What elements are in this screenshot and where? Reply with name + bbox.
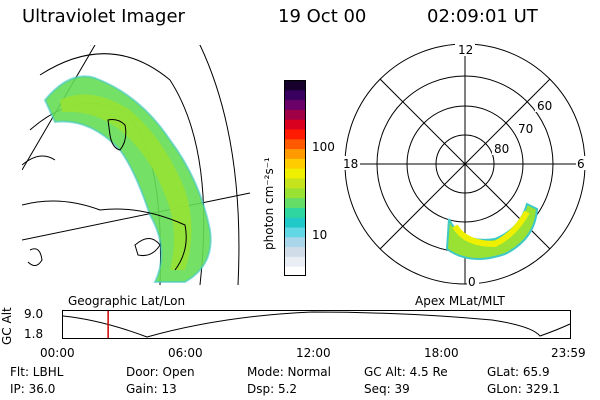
timeline-y-top: 9.0 (24, 307, 44, 321)
timeline-tick-2: 12:00 (296, 346, 331, 360)
mlt-12-label: 12 (458, 43, 473, 57)
colorbar-swatch (284, 99, 306, 110)
longitude-line (22, 192, 251, 241)
coastline (134, 238, 161, 256)
timeline-tick-4: 23:59 (551, 346, 586, 360)
geographic-map (22, 45, 251, 285)
info-flt: Flt: LBHL (10, 365, 64, 379)
date-label: 19 Oct 00 (278, 6, 367, 27)
colorbar-swatch (284, 158, 306, 169)
timeline-y-title: GC Alt (0, 307, 14, 345)
colorbar-swatch (284, 236, 306, 248)
colorbar-swatch (284, 129, 306, 140)
colorbar-swatch (284, 187, 306, 199)
polar-map: 12 18 6 0 60 70 80 (340, 42, 588, 287)
colorbar-frame (284, 80, 306, 276)
info-mode: Mode: Normal (247, 365, 331, 379)
geographic-label: Geographic Lat/Lon (68, 294, 186, 308)
mlt-18-label: 18 (343, 157, 358, 171)
polar-emission-core (452, 210, 530, 248)
colorbar-swatch (284, 207, 306, 218)
auroral-edge (43, 75, 212, 283)
altitude-curve (62, 311, 571, 338)
colorbar-swatch (284, 119, 306, 130)
instrument-title: Ultraviolet Imager (22, 6, 185, 27)
colorbar-unit-label: photon cm⁻²s⁻¹ (262, 157, 276, 250)
colorbar-swatch (284, 138, 306, 150)
info-seq: Seq: 39 (364, 382, 410, 396)
colorbar-swatch (284, 217, 306, 228)
timeline-tick-3: 18:00 (424, 346, 459, 360)
timeline-tick-0: 00:00 (40, 346, 75, 360)
coastline (22, 200, 187, 271)
colorbar-swatch (284, 197, 306, 208)
info-dsp: Dsp: 5.2 (247, 382, 298, 396)
colorbar-swatch (284, 89, 306, 101)
timeline-frame (62, 310, 571, 339)
coastline (27, 248, 43, 266)
colorbar-swatch (284, 178, 306, 189)
colorbar-swatch (284, 109, 306, 120)
colorbar-swatch (284, 227, 306, 238)
timeline-tick-1: 06:00 (168, 346, 203, 360)
colorbar-swatch (284, 246, 306, 257)
timeline-y-bottom: 1.8 (24, 327, 44, 341)
lat-70-label: 70 (518, 122, 533, 136)
colorbar-swatch (284, 168, 306, 179)
info-door: Door: Open (126, 365, 195, 379)
colorbar-tick-100: 100 (312, 140, 335, 154)
lat-60-label: 60 (537, 99, 552, 113)
colorbar-swatch (284, 266, 306, 276)
coastline (107, 119, 127, 151)
apex-label: Apex MLat/MLT (415, 294, 505, 308)
colorbar-swatch (284, 256, 306, 267)
colorbar-tick-10: 10 (312, 228, 328, 242)
info-gain: Gain: 13 (126, 382, 177, 396)
mlt-0-label: 0 (468, 275, 476, 287)
lat-80-label: 80 (494, 142, 509, 156)
altitude-timeline (62, 310, 571, 339)
auroral-emission (45, 76, 211, 282)
info-gc-alt: GC Alt: 4.5 Re (364, 365, 448, 379)
colorbar-swatch (284, 80, 306, 91)
colorbar (284, 80, 306, 276)
colorbar-swatch (284, 148, 306, 159)
info-glon: GLon: 329.1 (487, 382, 560, 396)
info-glat: GLat: 65.9 (487, 365, 550, 379)
mlt-6-label: 6 (577, 157, 585, 171)
coastline (22, 155, 56, 166)
latitude-arc (90, 45, 240, 285)
info-ip: IP: 36.0 (10, 382, 56, 396)
time-label: 02:09:01 UT (427, 6, 538, 27)
meridian-diagonal (379, 78, 551, 250)
